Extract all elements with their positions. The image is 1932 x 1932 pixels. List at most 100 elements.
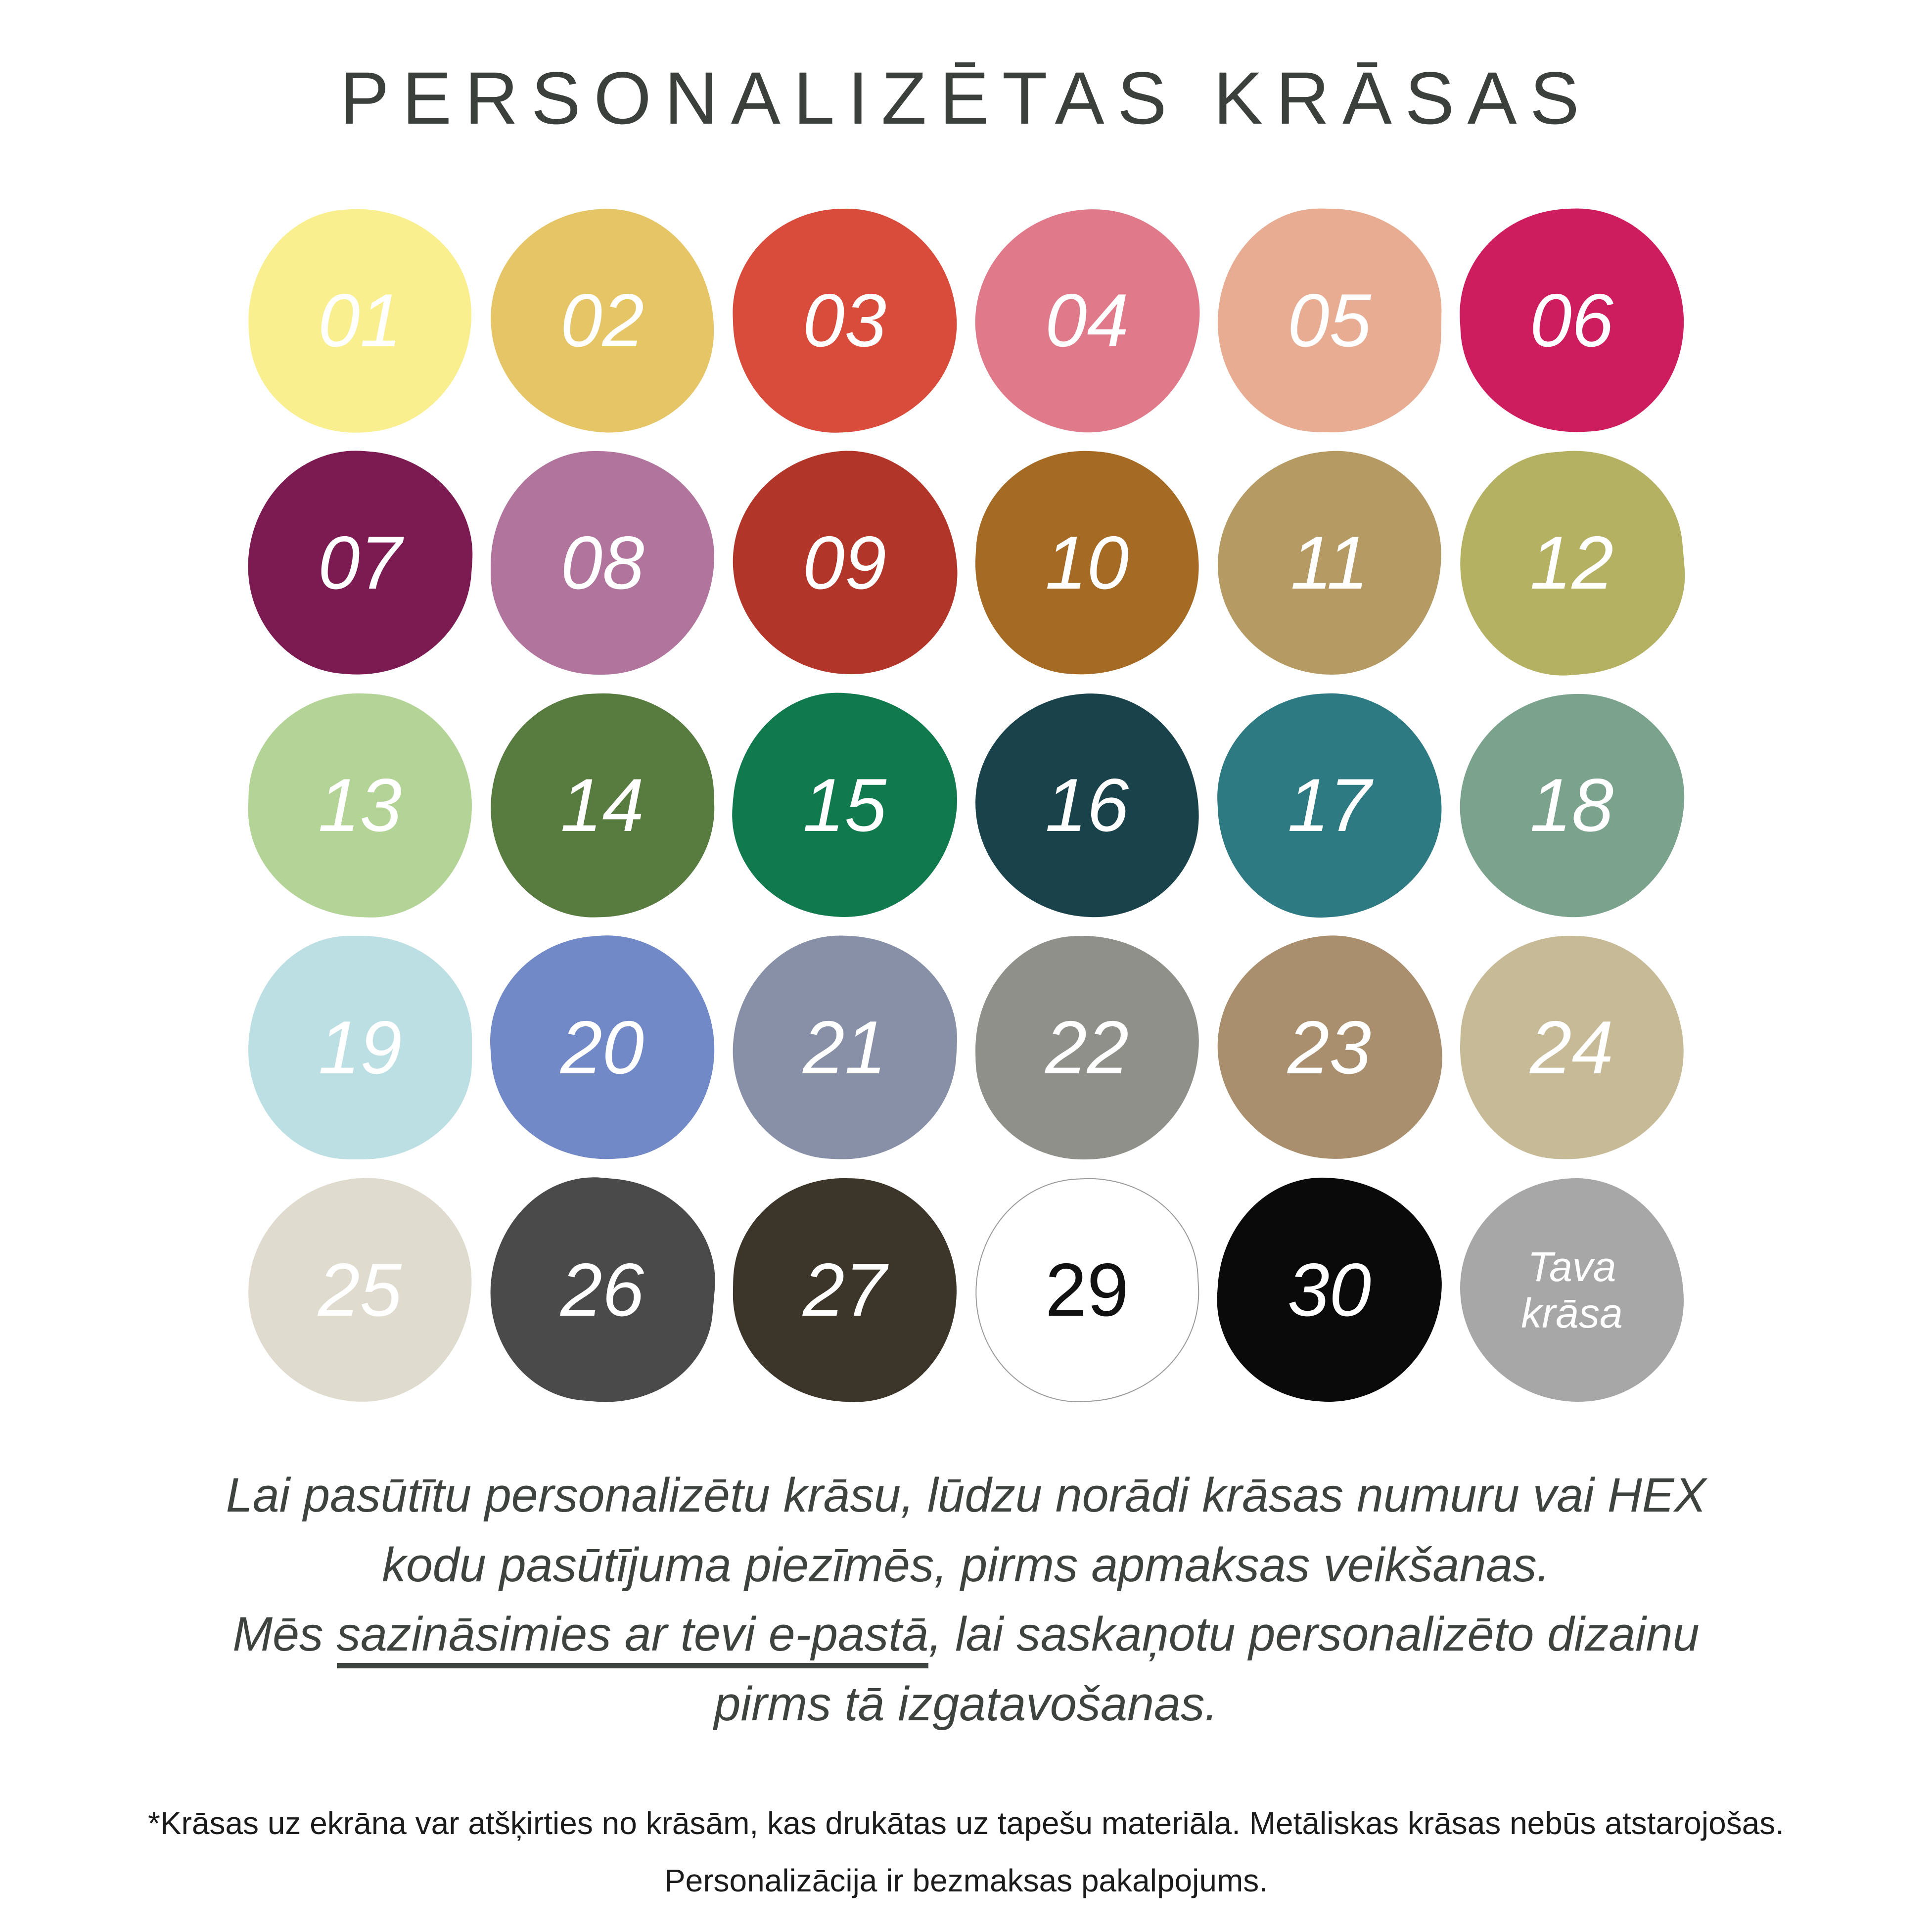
swatch-label: 07 <box>318 520 402 605</box>
swatch-label: 27 <box>803 1247 887 1332</box>
swatch-cell: 04 <box>966 199 1208 442</box>
swatch-cell: 10 <box>966 442 1208 684</box>
paint-blob-swatch-13: 13 <box>244 690 476 921</box>
paint-blob-swatch-01: 01 <box>239 199 481 442</box>
instructions-line-3-prefix: Mēs <box>232 1607 337 1661</box>
swatch-cell: 18 <box>1451 684 1693 926</box>
paint-blob-swatch-14: 14 <box>487 690 718 921</box>
paint-blob-swatch-16: 16 <box>973 691 1201 919</box>
swatch-label: 29 <box>1045 1248 1129 1333</box>
swatch-cell: 16 <box>966 684 1208 926</box>
swatch-cell: Tava krāsa <box>1451 1169 1693 1411</box>
swatch-cell: 27 <box>724 1169 966 1411</box>
swatch-cell: 01 <box>239 199 481 442</box>
swatch-label: 30 <box>1288 1247 1372 1332</box>
swatch-cell: 08 <box>481 442 724 684</box>
swatch-cell: 07 <box>239 442 481 684</box>
swatch-label: 10 <box>1045 520 1129 605</box>
swatch-label: Tava krāsa <box>1521 1243 1623 1336</box>
paint-blob-swatch-08: 08 <box>491 451 714 675</box>
swatch-label: 25 <box>318 1248 402 1333</box>
swatch-cell: 30 <box>1208 1169 1451 1411</box>
swatch-label: 17 <box>1288 763 1372 848</box>
swatch-label: 23 <box>1288 1006 1372 1090</box>
paint-blob-swatch-26: 26 <box>481 1169 724 1411</box>
swatch-label: 08 <box>560 521 644 605</box>
paint-blob-swatch-19: 19 <box>248 936 472 1159</box>
instructions-line-4: pirms tā izgatavošanas. <box>714 1676 1218 1731</box>
paint-blob-swatch-29: 29 <box>969 1172 1205 1408</box>
swatch-cell: 15 <box>724 684 966 926</box>
paint-blob-swatch-03: 03 <box>729 205 961 436</box>
swatch-label: 04 <box>1045 278 1129 363</box>
swatch-label: 16 <box>1045 763 1129 847</box>
swatch-label: 02 <box>560 278 644 363</box>
swatch-label: 18 <box>1530 763 1614 847</box>
paint-blob-swatch-25: 25 <box>244 1174 476 1406</box>
swatch-label: 15 <box>803 763 887 847</box>
paint-blob-swatch-30: 30 <box>1210 1170 1449 1410</box>
swatch-cell: 24 <box>1451 926 1693 1169</box>
paint-blob-swatch-18: 18 <box>1452 686 1692 925</box>
swatch-label: 13 <box>318 763 402 847</box>
swatch-cell: 26 <box>481 1169 724 1411</box>
paint-blob-swatch-02: 02 <box>487 205 718 436</box>
swatch-label: 01 <box>318 278 402 363</box>
swatch-label: 06 <box>1530 278 1614 363</box>
swatch-cell: 09 <box>724 442 966 684</box>
paint-blob-swatch-24: 24 <box>1456 932 1688 1163</box>
swatch-label: 03 <box>803 278 887 363</box>
paint-blob-swatch-07: 07 <box>240 443 480 683</box>
swatch-cell: 11 <box>1208 442 1451 684</box>
footnote-line-1: *Krāsas uz ekrāna var atšķirties no krās… <box>147 1805 1785 1841</box>
instructions-line-3: Mēs sazināsimies ar tevi e-pastā, lai sa… <box>0 1600 1932 1669</box>
page-title: PERSONALIZĒTAS KRĀSAS <box>339 56 1593 139</box>
swatch-cell: 03 <box>724 199 966 442</box>
paint-blob-swatch-21: 21 <box>727 930 963 1165</box>
paint-blob-swatch-06: 06 <box>1454 203 1690 438</box>
paint-blob-swatch-17: 17 <box>1212 688 1447 923</box>
paint-blob-swatch-tava-krāsa: Tava krāsa <box>1460 1178 1684 1402</box>
swatch-label: 12 <box>1530 521 1614 605</box>
instructions-line-2: kodu pasūtījuma piezīmēs, pirms apmaksas… <box>382 1537 1550 1592</box>
paint-blob-swatch-23: 23 <box>1208 926 1451 1169</box>
swatch-cell: 17 <box>1208 684 1451 926</box>
swatch-grid: 01 02 03 04 05 06 07 08 09 10 11 12 13 14 15 16 17 18 19 20… <box>239 199 1693 1411</box>
paint-blob-swatch-04: 04 <box>966 199 1208 442</box>
footnote: *Krāsas uz ekrāna var atšķirties no krās… <box>0 1794 1932 1910</box>
swatch-cell: 02 <box>481 199 724 442</box>
paint-blob-swatch-15: 15 <box>724 684 966 926</box>
paint-blob-swatch-09: 09 <box>725 443 965 683</box>
swatch-cell: 13 <box>239 684 481 926</box>
paint-blob-swatch-22: 22 <box>973 934 1201 1161</box>
swatch-cell: 21 <box>724 926 966 1169</box>
instructions-line-1: Lai pasūtītu personalizētu krāsu, lūdzu … <box>226 1468 1706 1522</box>
swatch-cell: 23 <box>1208 926 1451 1169</box>
instructions-line-3-suffix: , lai saskaņotu personalizēto dizainu <box>928 1607 1700 1661</box>
swatch-label: 14 <box>560 763 644 848</box>
swatch-label: 19 <box>318 1006 402 1090</box>
order-instructions: Lai pasūtītu personalizētu krāsu, lūdzu … <box>0 1461 1932 1739</box>
swatch-cell: 05 <box>1208 199 1451 442</box>
swatch-label: 20 <box>560 1006 644 1090</box>
swatch-label: 24 <box>1530 1005 1614 1090</box>
paint-blob-swatch-20: 20 <box>483 928 722 1167</box>
swatch-label: 21 <box>803 1005 887 1090</box>
paint-blob-swatch-27: 27 <box>731 1176 959 1404</box>
footnote-line-2: Personalizācija ir bezmaksas pakalpojums… <box>664 1863 1268 1899</box>
swatch-label: 11 <box>1290 521 1369 605</box>
swatch-cell: 20 <box>481 926 724 1169</box>
swatch-cell: 19 <box>239 926 481 1169</box>
swatch-cell: 25 <box>239 1169 481 1411</box>
swatch-cell: 29 <box>966 1169 1208 1411</box>
swatch-cell: 14 <box>481 684 724 926</box>
paint-blob-swatch-05: 05 <box>1216 207 1443 434</box>
paint-blob-swatch-11: 11 <box>1216 449 1443 677</box>
swatch-label: 05 <box>1288 278 1372 363</box>
paint-blob-swatch-10: 10 <box>969 445 1205 681</box>
swatch-cell: 12 <box>1451 442 1693 684</box>
swatch-label: 26 <box>560 1247 644 1332</box>
swatch-label: 09 <box>803 521 887 605</box>
swatch-cell: 22 <box>966 926 1208 1169</box>
